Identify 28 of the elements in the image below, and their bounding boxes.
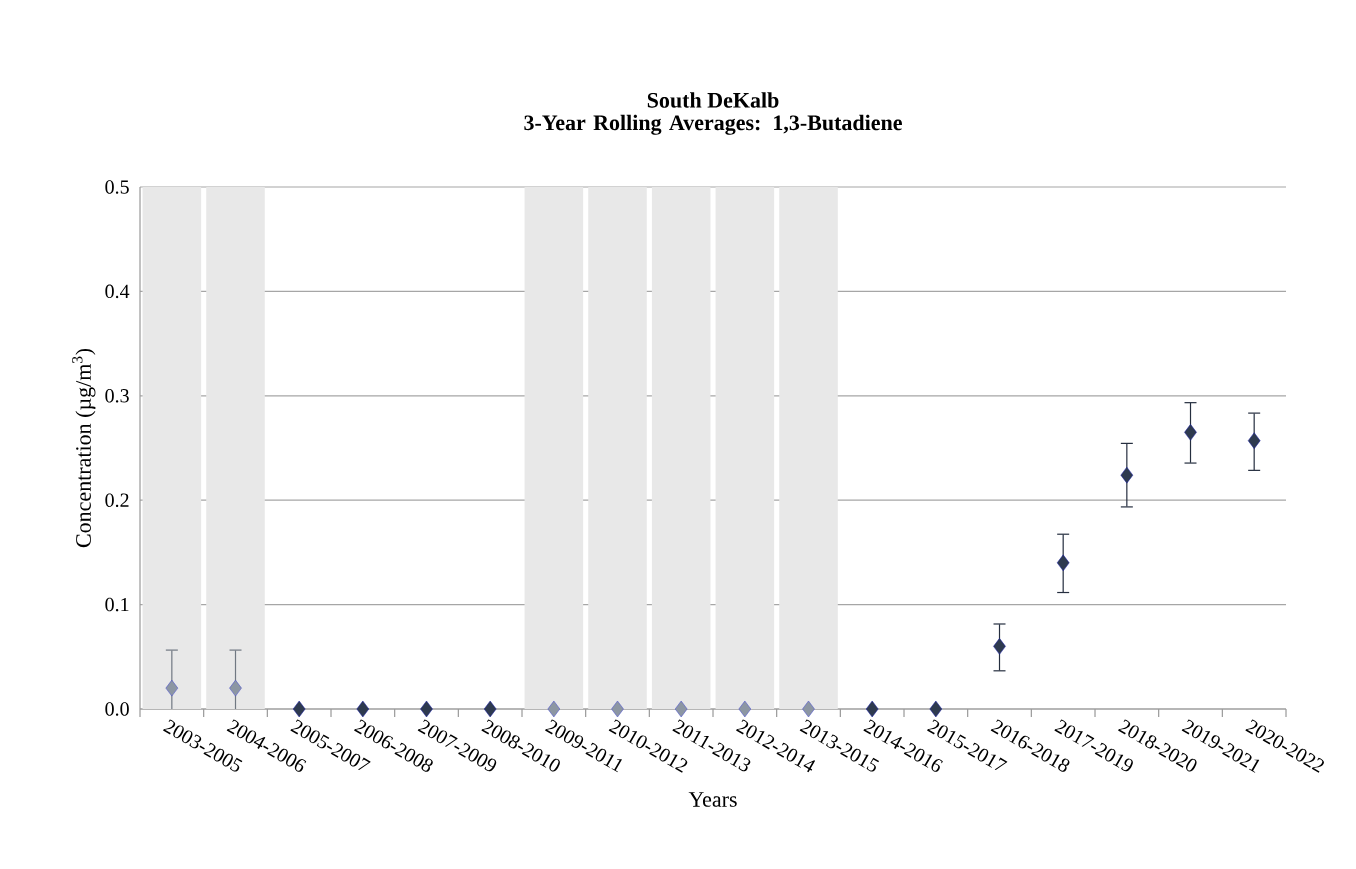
y-tick-label: 0.4 [105, 284, 130, 299]
point [865, 700, 879, 718]
y-axis-title: Concentration (µg/m$^{3}$) [72, 348, 96, 548]
chart-title: South DeKalb [647, 92, 779, 108]
point [802, 700, 815, 718]
point [292, 700, 306, 718]
point [738, 700, 752, 718]
point [1120, 466, 1134, 484]
point [229, 679, 242, 697]
y-tick-label: 0.3 [105, 389, 129, 403]
point [356, 700, 370, 718]
point [1247, 432, 1261, 449]
point [420, 700, 433, 718]
y-tick-label: 0.1 [105, 597, 129, 612]
y-tick-label: 0.5 [105, 180, 129, 194]
y-tick-label: 0.0 [105, 702, 129, 716]
point [993, 638, 1006, 655]
point [929, 700, 943, 718]
x-axis-title: Years [688, 792, 737, 807]
point [165, 679, 179, 697]
point [611, 700, 624, 718]
chart-subtitle: 3-Year Rolling Averages: 1,3-Butadiene [524, 114, 902, 135]
y-tick-label: 0.2 [105, 493, 129, 507]
point [674, 700, 688, 718]
point [483, 700, 497, 718]
point [1184, 424, 1197, 441]
point [1056, 554, 1070, 572]
point [547, 700, 561, 718]
